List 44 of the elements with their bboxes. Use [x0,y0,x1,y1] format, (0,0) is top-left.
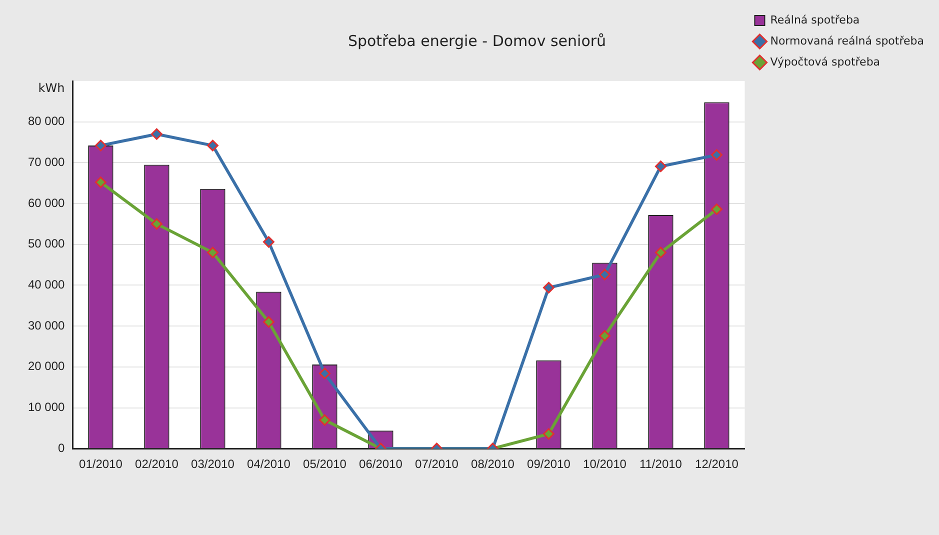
y-tick-label: 0 [58,440,66,455]
legend-label: Normovaná reálná spotřeba [770,34,924,48]
point [710,204,722,215]
point [262,236,274,248]
y-tick-label: 20 000 [28,359,66,374]
x-tick-label: 10/2010 [583,457,627,472]
point [318,368,330,380]
point [598,268,610,280]
point [206,140,218,152]
point [150,128,162,140]
point [94,140,106,152]
point [542,428,554,440]
point [206,246,218,258]
point [710,149,722,161]
x-tick-label: 03/2010 [191,457,235,472]
y-tick-label: 80 000 [28,114,66,128]
point [654,246,666,258]
chart-title: Spotřeba energie - Domov seniorů [348,32,606,50]
point [318,414,330,426]
x-tick-label: 11/2010 [639,457,682,472]
point [94,176,106,188]
y-tick-label: 10 000 [28,400,66,414]
point [654,160,666,172]
x-tick-label: 02/2010 [135,457,179,472]
x-tick-label: 06/2010 [359,457,403,472]
x-tick-label: 12/2010 [695,457,739,472]
y-tick-label: 40 000 [28,278,66,292]
legend-label: Reálná spotřeba [770,13,860,26]
x-tick-label: 09/2010 [527,457,571,472]
point [262,316,274,328]
x-tick-label: 05/2010 [303,457,347,472]
y-tick-label: 50 000 [28,236,66,251]
x-tick-label: 04/2010 [247,457,291,472]
y-axis-title: kWh [38,81,65,96]
legend-label: Výpočtová spotřeba [770,55,880,68]
point [150,218,162,230]
y-tick-label: 30 000 [28,318,66,332]
x-tick-label: 07/2010 [415,457,459,472]
x-tick-label: 08/2010 [471,457,515,472]
point [598,330,610,342]
y-tick-label: 70 000 [28,155,66,169]
point [542,282,554,294]
y-tick-label: 60 000 [28,196,66,210]
x-tick-label: 01/2010 [79,457,123,472]
